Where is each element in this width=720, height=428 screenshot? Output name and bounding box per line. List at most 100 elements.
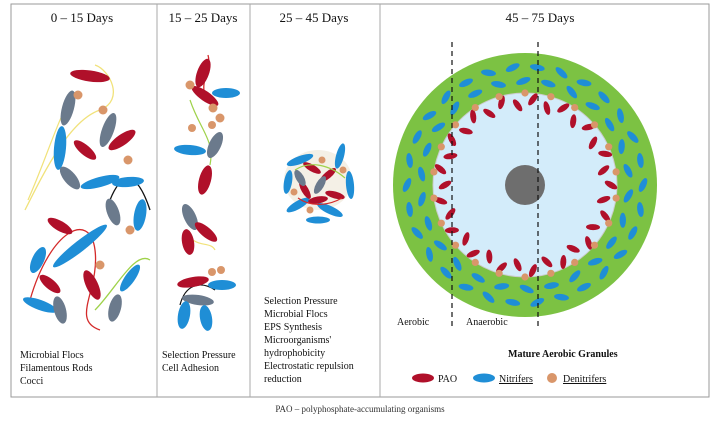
- stage-3-note: Electrostatic repulsion: [264, 361, 354, 372]
- nitrifier-cell: [459, 78, 473, 88]
- stage-3-note: EPS Synthesis: [264, 322, 322, 333]
- nitrifier-cell: [406, 153, 413, 168]
- nitrifier-cell: [623, 189, 634, 203]
- denitrifier-cell: [451, 241, 460, 249]
- nitrifier-cell: [418, 191, 426, 207]
- pao-cell: [198, 165, 212, 195]
- nitrifier-cell: [618, 139, 625, 155]
- filament-red: [29, 229, 101, 331]
- gray-rod: [60, 90, 76, 126]
- nitrifier-cell: [22, 297, 58, 313]
- nitrifier-cell: [441, 90, 451, 105]
- pao-cell: [308, 196, 328, 204]
- nitrifier-cell: [505, 298, 521, 306]
- gray-rod: [105, 198, 121, 226]
- nitrifier-cell: [424, 216, 433, 231]
- nitrifier-cell: [199, 305, 213, 331]
- denitrifier-cell: [605, 219, 613, 227]
- legend-nitrifier-swatch: [473, 373, 495, 383]
- nitrifier-cell: [606, 236, 617, 249]
- anaerobic-label: Anaerobic: [466, 317, 508, 328]
- denitrifier-cell: [290, 188, 298, 196]
- denitrifier-cell: [208, 103, 218, 113]
- nitrifier-cell: [283, 170, 293, 194]
- nitrifier-cell: [286, 153, 314, 167]
- nitrifier-ring: [402, 63, 648, 307]
- nitrifier-cell: [174, 144, 206, 156]
- gray-rod: [182, 294, 214, 306]
- figure-canvas: 0 – 15 Days 15 – 25 Days 25 – 45 Days 45…: [10, 3, 710, 398]
- denitrifier-cell: [73, 90, 83, 100]
- pao-cell: [194, 222, 218, 242]
- pao-cell: [443, 152, 458, 160]
- pao-cell: [83, 270, 101, 300]
- denitrifier-cell: [188, 124, 196, 132]
- denitrifier-cell: [98, 105, 108, 115]
- stage-2-title: 15 – 25 Days: [169, 10, 238, 25]
- pao-cell: [597, 165, 610, 176]
- denitrifier-cell: [339, 166, 347, 174]
- pao-cell: [470, 109, 477, 124]
- pao-cell: [600, 210, 611, 222]
- pao-cell: [483, 108, 496, 119]
- nitrifier-cell: [627, 131, 639, 143]
- denitrifier-cell: [612, 194, 620, 202]
- denitrifier-cell: [125, 225, 135, 235]
- pao-cell: [39, 274, 61, 294]
- nitrifier-cell: [555, 67, 568, 79]
- pao-cell: [459, 127, 473, 135]
- nitrifier-cell: [613, 249, 628, 259]
- nitrifier-cell: [306, 216, 330, 224]
- denitrifier-cell: [521, 89, 529, 97]
- gray-rod: [53, 296, 67, 324]
- denitrifier-cell: [547, 93, 555, 101]
- nitrifier-cell: [482, 291, 495, 303]
- nitrifier-cell: [431, 122, 446, 133]
- pao-cell: [195, 58, 211, 88]
- denitrifier-cell: [306, 206, 314, 214]
- pao-cell: [598, 150, 613, 158]
- nitrifier-cell: [577, 282, 591, 292]
- pao-denitrifier-ring: [430, 89, 620, 281]
- denitrifier-cell: [217, 266, 225, 274]
- nitrifier-cell: [458, 283, 474, 291]
- nitrifier-cell: [468, 89, 483, 98]
- pao-cell: [560, 255, 567, 269]
- nitrifier-cell: [29, 247, 47, 273]
- denitrifier-cell: [571, 104, 579, 112]
- nitrifier-cell: [599, 265, 609, 280]
- filament-green: [94, 257, 151, 311]
- pao-cell: [566, 244, 580, 253]
- stage-2-note: Cell Adhesion: [162, 363, 219, 374]
- nitrifier-cell: [334, 143, 346, 169]
- nitrifier-cell: [519, 284, 534, 294]
- gray-rod: [99, 112, 117, 148]
- pao-cell: [486, 249, 493, 264]
- stage-3-note: Microorganisms': [264, 335, 331, 346]
- pao-cell: [513, 258, 522, 272]
- denitrifier-cell: [571, 258, 579, 266]
- filament-green: [189, 99, 212, 166]
- nitrifier-cell: [585, 102, 600, 111]
- denitrifier-cell: [95, 260, 105, 270]
- denitrifier-cell: [437, 143, 445, 151]
- nitrifier-cell: [133, 199, 147, 231]
- nitrifier-cell: [418, 166, 426, 182]
- pao-cell: [325, 190, 345, 200]
- gray-rod: [181, 204, 199, 230]
- legend-denitrifier-swatch: [547, 373, 557, 383]
- stage-1-note: Cocci: [20, 376, 44, 387]
- nitrifier-cell: [212, 88, 240, 98]
- pao-cell: [73, 140, 97, 160]
- pao-cell: [108, 129, 136, 151]
- nitrifier-cell: [450, 101, 460, 116]
- nitrifier-cell: [440, 266, 452, 279]
- pao-cell: [557, 103, 570, 113]
- pao-cell: [462, 232, 470, 246]
- nitrifier-cell: [80, 174, 120, 190]
- stage-1-title: 0 – 15 Days: [51, 10, 113, 25]
- pao-cell: [434, 164, 447, 175]
- nitrifier-cell: [598, 91, 610, 104]
- nitrifier-cell: [544, 282, 559, 290]
- stage-3-title: 25 – 45 Days: [280, 10, 349, 25]
